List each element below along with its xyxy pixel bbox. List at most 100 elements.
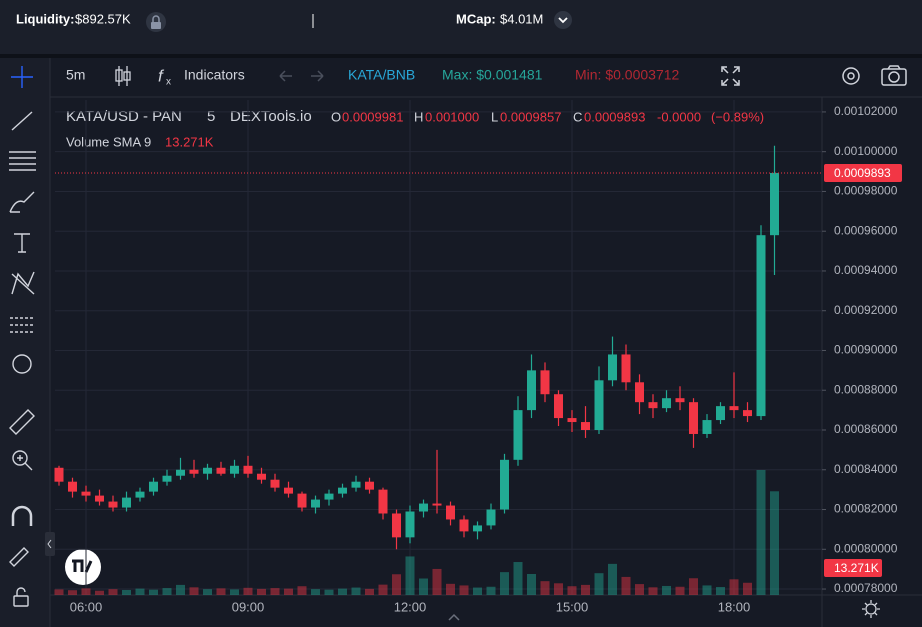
axes: 0.00078000 0.00080000 0.00082000 0.00084000… bbox=[55, 104, 902, 614]
x-tick-label: 06:00 bbox=[70, 599, 103, 614]
scroll-button[interactable] bbox=[448, 613, 460, 621]
candle-body bbox=[108, 501, 118, 508]
volume-bar bbox=[392, 574, 401, 595]
volume-bar bbox=[473, 587, 482, 595]
volume-bar bbox=[419, 578, 428, 595]
candle-type-icon[interactable] bbox=[115, 66, 131, 86]
screenshot-button[interactable] bbox=[881, 65, 907, 86]
lock-icon bbox=[152, 15, 160, 22]
text-tool[interactable] bbox=[14, 233, 30, 253]
time-settings-button[interactable] bbox=[862, 600, 880, 618]
candle-body bbox=[378, 489, 388, 514]
collapse-toolbar[interactable] bbox=[45, 532, 55, 556]
pattern-tool[interactable] bbox=[11, 271, 35, 295]
candle-body bbox=[500, 459, 509, 510]
last-price-label: 0.0009893 bbox=[834, 166, 891, 180]
prediction-tool[interactable] bbox=[10, 317, 34, 333]
candle-body bbox=[365, 481, 374, 490]
y-tick-label: 0.00100000 bbox=[834, 144, 898, 158]
candle-body bbox=[135, 491, 145, 498]
candle-body bbox=[351, 481, 361, 488]
candle-body bbox=[716, 406, 725, 421]
volume-bar bbox=[729, 579, 739, 595]
volume-bar bbox=[432, 568, 442, 595]
mcap-value: $4.01M bbox=[500, 11, 543, 26]
indicators-button[interactable]: Indicators bbox=[184, 67, 245, 83]
mcap-label: MCap: bbox=[456, 11, 496, 26]
fullscreen-button[interactable] bbox=[721, 66, 740, 86]
crosshair-tool[interactable] bbox=[11, 66, 33, 88]
fib-tool[interactable] bbox=[9, 151, 36, 171]
volume-bar bbox=[527, 573, 536, 595]
y-tick-label: 0.00102000 bbox=[834, 104, 898, 118]
interval-button[interactable]: 5m bbox=[66, 67, 85, 83]
legend-interval: 5 bbox=[207, 108, 215, 125]
candles bbox=[54, 145, 779, 550]
lock-all-tool[interactable] bbox=[13, 595, 29, 607]
candle-body bbox=[689, 402, 698, 434]
max-price: Max: $0.001481 bbox=[442, 67, 543, 83]
candle-body bbox=[257, 473, 266, 480]
candle-body bbox=[756, 235, 766, 417]
candle-body bbox=[392, 513, 401, 538]
lock-draw-tool[interactable] bbox=[9, 547, 29, 567]
volume-bar bbox=[81, 588, 91, 595]
candle-body bbox=[675, 398, 685, 403]
legend-c-label: C bbox=[573, 109, 582, 124]
volume-bar bbox=[297, 586, 307, 595]
volume-bar bbox=[216, 588, 226, 595]
volume-bar bbox=[689, 578, 698, 595]
ruler-tool[interactable] bbox=[9, 409, 35, 435]
legend-source: DEXTools.io bbox=[230, 108, 312, 125]
volume-sma-value: 13.271K bbox=[165, 134, 214, 149]
candle-body bbox=[284, 487, 293, 494]
candle-body bbox=[743, 410, 752, 417]
volume-bar bbox=[635, 584, 644, 595]
indicators-icon: x bbox=[166, 77, 171, 88]
candle-body bbox=[635, 382, 644, 403]
settings-button[interactable] bbox=[842, 67, 860, 85]
y-tick-label: 0.00094000 bbox=[834, 263, 898, 277]
volume-bar bbox=[230, 589, 239, 595]
redo-button[interactable] bbox=[311, 70, 324, 82]
candle-body bbox=[176, 469, 185, 476]
volume-bar bbox=[500, 572, 509, 595]
legend-c: 0.0009893 bbox=[584, 109, 645, 124]
volume-pane bbox=[54, 470, 779, 595]
volume-bar bbox=[743, 582, 752, 595]
legend-o-label: O bbox=[331, 109, 341, 124]
min-price: Min: $0.0003712 bbox=[575, 67, 680, 83]
volume-bar bbox=[270, 588, 280, 595]
legend-h-label: H bbox=[414, 109, 423, 124]
volume-bar bbox=[68, 590, 77, 595]
volume-bar bbox=[716, 587, 725, 595]
candle-body bbox=[311, 499, 320, 508]
volume-bar bbox=[621, 576, 631, 595]
y-tick-label: 0.00082000 bbox=[834, 502, 898, 516]
volume-sma-tag bbox=[824, 559, 882, 577]
magnet-tool[interactable] bbox=[11, 505, 33, 526]
brush-tool[interactable] bbox=[9, 191, 35, 213]
undo-button[interactable] bbox=[279, 70, 292, 82]
emoji-tool[interactable] bbox=[12, 354, 32, 374]
legend-l: 0.0009857 bbox=[500, 109, 561, 124]
trendline-tool[interactable] bbox=[11, 111, 33, 131]
volume-bar bbox=[203, 589, 212, 595]
candle-body bbox=[216, 467, 226, 474]
volume-sma-tag-label: 13.271K bbox=[834, 561, 879, 575]
mcap-expand[interactable] bbox=[554, 11, 572, 29]
zoom-tool[interactable] bbox=[12, 450, 28, 466]
candle-body bbox=[446, 505, 455, 520]
candle-body bbox=[203, 467, 212, 474]
x-tick-label: 18:00 bbox=[718, 599, 751, 614]
candle-body bbox=[432, 503, 442, 506]
volume-bar bbox=[108, 589, 118, 595]
grid bbox=[55, 100, 822, 595]
pair-button[interactable]: KATA/BNB bbox=[348, 67, 415, 83]
volume-legend: Volume SMA 9 bbox=[66, 134, 151, 149]
volume-bar bbox=[338, 588, 347, 595]
candle-body bbox=[68, 481, 77, 492]
last-price-tag bbox=[824, 163, 902, 182]
y-tick-label: 0.00088000 bbox=[834, 382, 898, 396]
